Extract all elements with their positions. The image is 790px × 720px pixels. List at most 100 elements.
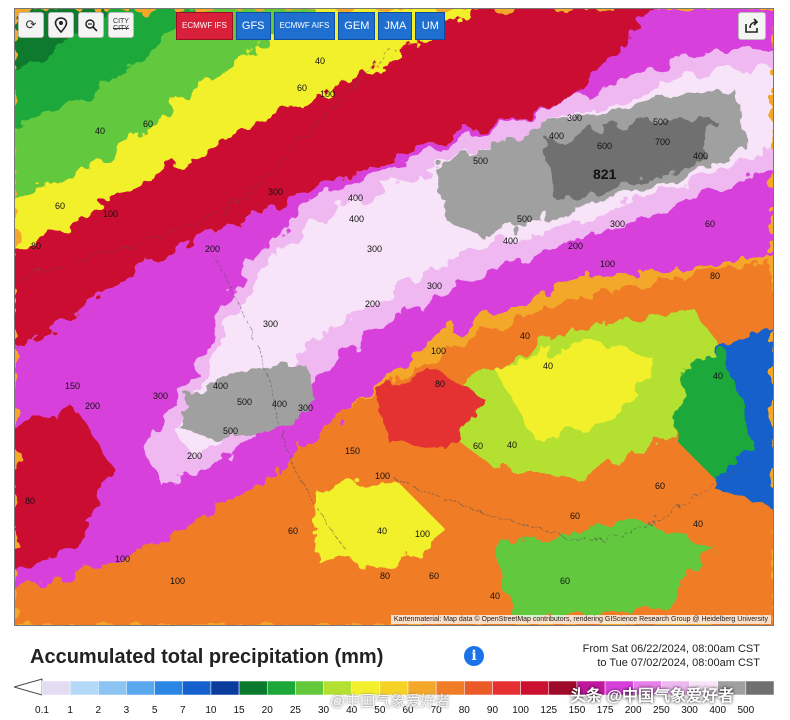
svg-text:500: 500 [473, 156, 488, 166]
scale-swatch [464, 680, 493, 696]
svg-text:500: 500 [517, 214, 532, 224]
svg-text:200: 200 [568, 241, 583, 251]
model-button-gfs[interactable]: GFS [235, 12, 271, 40]
scale-label: 60 [402, 705, 414, 716]
svg-text:100: 100 [170, 576, 185, 586]
svg-text:80: 80 [435, 379, 445, 389]
scale-label: 500 [738, 705, 755, 716]
scale-swatch [295, 680, 324, 696]
svg-text:200: 200 [365, 299, 380, 309]
svg-text:100: 100 [600, 259, 615, 269]
svg-text:80: 80 [710, 271, 720, 281]
scale-swatch [266, 680, 296, 696]
scale-label: 300 [681, 705, 698, 716]
svg-text:200: 200 [205, 244, 220, 254]
scale-swatch [182, 680, 212, 696]
scale-label: 30 [318, 705, 330, 716]
svg-text:40: 40 [490, 591, 500, 601]
svg-text:60: 60 [570, 511, 580, 521]
svg-text:60: 60 [655, 481, 665, 491]
scale-label: 3 [124, 705, 130, 716]
svg-text:80: 80 [380, 571, 390, 581]
svg-text:200: 200 [187, 451, 202, 461]
svg-text:300: 300 [153, 391, 168, 401]
scale-label: 250 [653, 705, 670, 716]
svg-text:40: 40 [713, 371, 723, 381]
svg-text:100: 100 [103, 209, 118, 219]
color-scale: 0.1 1 2 3 5 7 10 15 20 25 30 40 50 60 70 80 90 100 125 150 1… [14, 678, 774, 716]
svg-text:700: 700 [655, 137, 670, 147]
legend-title: Accumulated total precipitation (mm) [30, 646, 384, 668]
svg-text:40: 40 [315, 56, 325, 66]
svg-text:100: 100 [375, 471, 390, 481]
scale-label: 1 [67, 705, 73, 716]
city-label-top: CITY [113, 18, 129, 25]
scale-swatch [41, 680, 71, 696]
forecast-period: From Sat 06/22/2024, 08:00am CST to Tue … [583, 642, 760, 670]
svg-text:100: 100 [415, 529, 430, 539]
map-attribution[interactable]: Kartenmaterial: Map data © OpenStreetMap… [390, 615, 771, 624]
svg-text:400: 400 [348, 193, 363, 203]
model-button-gem[interactable]: GEM [338, 12, 376, 40]
scale-label: 400 [709, 705, 726, 716]
svg-text:500: 500 [653, 117, 668, 127]
svg-text:300: 300 [427, 281, 442, 291]
svg-text:400: 400 [549, 131, 564, 141]
max-value-label: 821 [593, 166, 617, 182]
svg-text:60: 60 [560, 576, 570, 586]
svg-text:100: 100 [320, 89, 335, 99]
scale-label: 200 [625, 705, 642, 716]
scale-label: 90 [487, 705, 499, 716]
share-icon[interactable] [738, 12, 766, 40]
scale-swatch [154, 680, 184, 696]
precipitation-map[interactable]: 40 60 100 40 60 60 100 80 200 300 400 400 300 300… [14, 8, 774, 626]
svg-text:300: 300 [567, 113, 582, 123]
model-button-ecmwf-aifs[interactable]: ECMWF AIFS [273, 12, 336, 40]
svg-text:150: 150 [345, 446, 360, 456]
pin-icon[interactable] [48, 12, 74, 38]
svg-text:200: 200 [85, 401, 100, 411]
scale-label: 125 [540, 705, 557, 716]
scale-swatch [492, 680, 521, 696]
scale-arrow-icon [14, 678, 43, 696]
scale-label: 0.1 [35, 705, 49, 716]
svg-text:500: 500 [237, 397, 252, 407]
svg-text:300: 300 [367, 244, 382, 254]
svg-text:60: 60 [705, 219, 715, 229]
refresh-icon[interactable]: ⟳ [18, 12, 44, 38]
map-toolbar: ⟳ CITY CITY [18, 12, 134, 38]
model-button-um[interactable]: UM [415, 12, 446, 40]
model-button-ecmwf-ifs[interactable]: ECMWF IFS [176, 12, 233, 40]
city-labels-toggle[interactable]: CITY CITY [108, 12, 134, 38]
scale-swatch [745, 680, 774, 696]
svg-text:400: 400 [349, 214, 364, 224]
model-button-jma[interactable]: JMA [378, 12, 413, 40]
scale-label: 10 [205, 705, 217, 716]
svg-text:400: 400 [503, 236, 518, 246]
svg-text:300: 300 [263, 319, 278, 329]
scale-label: 2 [96, 705, 102, 716]
scale-label: 100 [512, 705, 529, 716]
svg-text:300: 300 [298, 403, 313, 413]
svg-text:60: 60 [55, 201, 65, 211]
period-from: From Sat 06/22/2024, 08:00am CST [582, 643, 760, 655]
scale-label: 20 [262, 705, 274, 716]
scale-label: 50 [374, 705, 386, 716]
scale-label: 175 [597, 705, 614, 716]
scale-swatch [69, 680, 99, 696]
scale-label: 70 [431, 705, 443, 716]
zoom-icon[interactable] [78, 12, 104, 38]
svg-text:80: 80 [31, 241, 41, 251]
svg-text:300: 300 [268, 187, 283, 197]
period-to: to Tue 07/02/2024, 08:00am CST [597, 657, 760, 669]
svg-text:600: 600 [597, 141, 612, 151]
info-icon[interactable]: i [464, 646, 484, 666]
svg-text:60: 60 [143, 119, 153, 129]
svg-text:400: 400 [213, 381, 228, 391]
svg-text:60: 60 [473, 441, 483, 451]
scale-swatch [98, 680, 127, 696]
scale-swatch [238, 680, 268, 696]
svg-text:100: 100 [115, 554, 130, 564]
